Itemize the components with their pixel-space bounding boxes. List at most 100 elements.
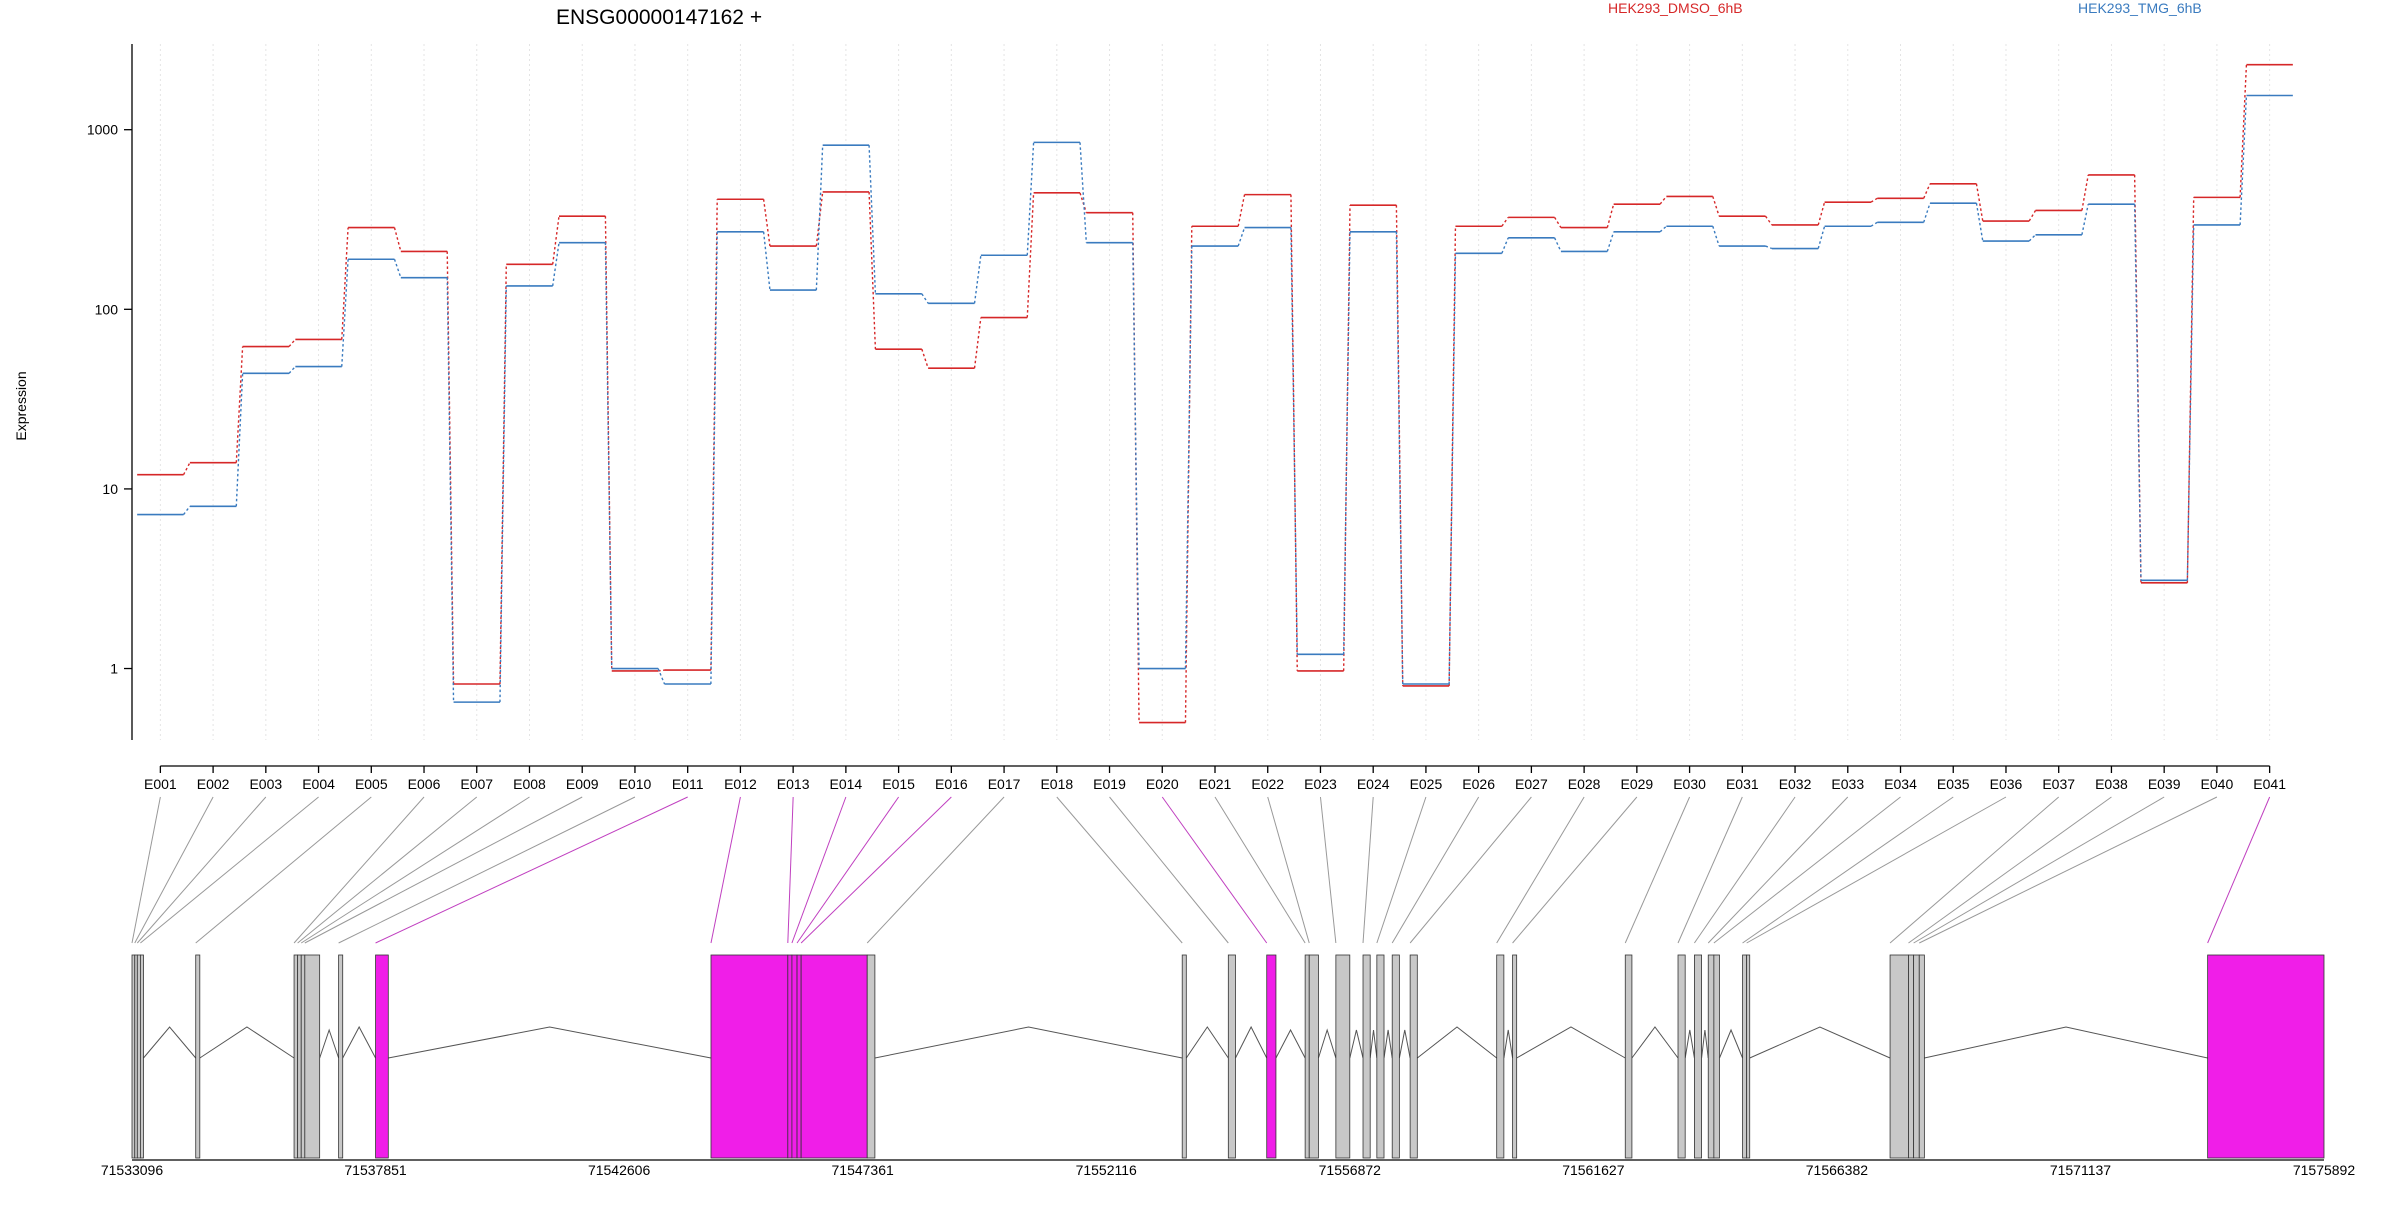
exon-box xyxy=(136,954,141,1159)
x-tick-label: E021 xyxy=(1199,776,1232,792)
series-connector xyxy=(1290,194,1298,671)
exon-box xyxy=(1694,954,1702,1159)
series-connector xyxy=(1870,197,1878,203)
series-connector xyxy=(1712,196,1720,217)
series-connector xyxy=(393,227,402,252)
series-connector xyxy=(815,145,824,291)
series-connector xyxy=(1026,192,1035,318)
intron-line xyxy=(1631,1026,1679,1059)
x-tick-label: E011 xyxy=(672,776,704,792)
exon-link xyxy=(800,796,952,944)
exon-link xyxy=(796,796,900,944)
exon-box xyxy=(1227,954,1236,1159)
exon-link xyxy=(300,796,530,944)
series-connector xyxy=(1975,203,1984,242)
intron-line xyxy=(1924,1026,2208,1059)
exon-link xyxy=(1913,796,2165,944)
chart-title: ENSG00000147162 + xyxy=(556,6,762,29)
intron-line xyxy=(199,1026,295,1059)
series-connector xyxy=(2186,224,2195,581)
exon-link xyxy=(1512,796,1638,944)
x-tick-label: E029 xyxy=(1621,776,1654,792)
x-tick-label: E030 xyxy=(1673,776,1706,792)
series-connector xyxy=(1765,245,1773,250)
x-tick-label: E037 xyxy=(2042,776,2075,792)
x-tick-label: E017 xyxy=(988,776,1021,792)
intron-line xyxy=(1185,1026,1229,1059)
exon-box xyxy=(1624,954,1633,1159)
series-connector xyxy=(1553,216,1562,228)
intron-line xyxy=(1398,1029,1411,1059)
exon-link xyxy=(1267,796,1310,944)
exon-box xyxy=(195,954,201,1159)
exon-box xyxy=(1512,954,1518,1159)
legend-entry-dmso: HEK293_DMSO_6hB xyxy=(1608,0,1743,16)
grid-lines xyxy=(159,44,2271,740)
series-connector xyxy=(1659,195,1667,205)
exon-link xyxy=(1109,796,1229,944)
x-tick-label: E024 xyxy=(1357,776,1390,792)
exon-link xyxy=(131,796,161,944)
exon-link xyxy=(1707,796,1849,944)
x-tick-label: E034 xyxy=(1884,776,1917,792)
intron-line xyxy=(388,1026,712,1059)
exon-box xyxy=(2207,954,2325,1159)
series-connector xyxy=(921,293,929,304)
x-tick-label: E001 xyxy=(144,776,177,792)
series-connector xyxy=(1395,231,1404,685)
series-connector xyxy=(868,191,877,350)
x-tick-label: E020 xyxy=(1146,776,1179,792)
series-connector xyxy=(551,242,560,286)
exon-box xyxy=(1391,954,1400,1159)
series-connector xyxy=(1132,242,1140,669)
exon-link xyxy=(866,796,1005,944)
series-connector xyxy=(183,505,191,515)
exon-box xyxy=(1746,954,1751,1159)
series-connector xyxy=(1237,194,1246,227)
series-connector xyxy=(1079,142,1088,243)
exon-link xyxy=(375,796,688,944)
exon-link xyxy=(1624,796,1691,944)
x-tick-label: E023 xyxy=(1304,776,1337,792)
exon-link xyxy=(140,796,319,944)
series-connector xyxy=(288,366,296,374)
x-tick-label: E007 xyxy=(460,776,493,792)
exon-box xyxy=(800,954,868,1159)
x-tick-label: E018 xyxy=(1040,776,1073,792)
exon-box xyxy=(131,954,136,1159)
series-lines xyxy=(137,63,2293,724)
series-connector xyxy=(604,242,613,669)
series-connector xyxy=(1870,221,1878,227)
series-connector xyxy=(2239,95,2248,225)
exon-box xyxy=(338,954,344,1159)
exon-link xyxy=(297,796,478,944)
genomic-tick-label: 71571137 xyxy=(2050,1162,2111,1178)
exon-link xyxy=(787,796,794,944)
x-tick-label: E012 xyxy=(724,776,757,792)
exon-box xyxy=(1713,954,1720,1159)
intron-line xyxy=(1417,1026,1498,1059)
series-connector xyxy=(235,373,244,507)
y-tick-label: 10 xyxy=(102,481,118,497)
x-tick-label: E014 xyxy=(830,776,863,792)
x-tick-label: E040 xyxy=(2201,776,2234,792)
x-tick-label: E039 xyxy=(2148,776,2181,792)
x-tick-label: E028 xyxy=(1568,776,1601,792)
exon-box xyxy=(791,954,798,1159)
series-connector xyxy=(1606,231,1615,252)
series-connector xyxy=(1606,203,1615,228)
series-connector xyxy=(1923,183,1931,199)
x-tick-label: E002 xyxy=(197,776,230,792)
x-tick-label: E010 xyxy=(619,776,652,792)
series-connector xyxy=(973,317,982,369)
series-connector xyxy=(1184,246,1193,669)
series-connector xyxy=(2081,174,2089,211)
series-connector xyxy=(235,346,244,463)
exon-box xyxy=(796,954,802,1159)
exon-link xyxy=(195,796,372,944)
gene-model: 71533096 71537851 71542606 71547361 71552116… xyxy=(101,954,2355,1178)
y-axis-label: Expression xyxy=(13,371,29,440)
series-connector xyxy=(1237,227,1246,247)
exon-link xyxy=(1214,796,1306,944)
